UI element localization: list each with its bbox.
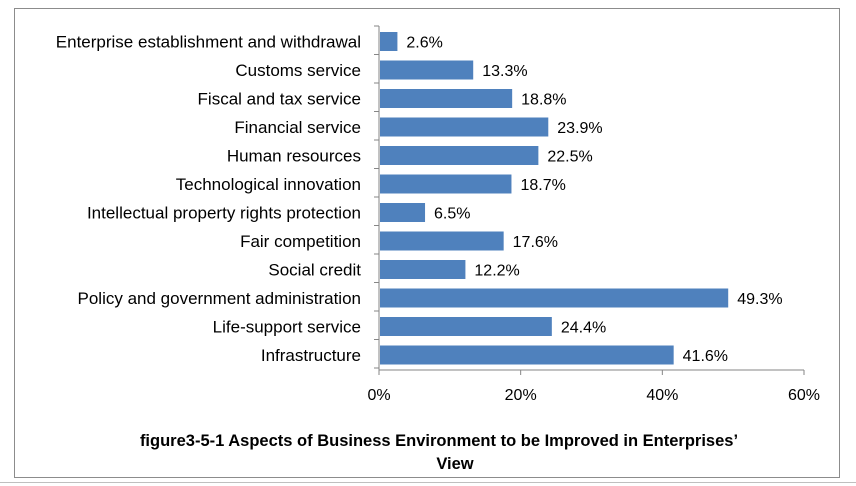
data-label: 2.6% bbox=[406, 35, 442, 52]
data-label: 41.6% bbox=[683, 348, 728, 365]
bar bbox=[380, 60, 474, 80]
category-label: Enterprise establishment and withdrawal bbox=[56, 33, 361, 52]
category-labels: Enterprise establishment and withdrawal C… bbox=[56, 33, 361, 366]
category-label: Infrastructure bbox=[261, 346, 361, 365]
bar bbox=[380, 117, 549, 137]
data-label: 22.5% bbox=[547, 149, 592, 166]
bar bbox=[380, 231, 504, 251]
data-label: 49.3% bbox=[737, 291, 782, 308]
data-label: 6.5% bbox=[434, 206, 470, 223]
bar bbox=[380, 89, 513, 108]
chart-axes bbox=[374, 25, 804, 371]
category-label: Financial service bbox=[234, 118, 361, 137]
value-labels: 2.6% 13.3% 18.8% 23.9% 22.5% 18.7% 6.5% 17.6% 12… bbox=[406, 35, 782, 366]
page-divider bbox=[0, 482, 856, 483]
bar bbox=[380, 32, 398, 51]
chart-frame bbox=[14, 8, 840, 478]
chart-caption-line-2: View bbox=[436, 455, 473, 473]
bar bbox=[380, 288, 729, 308]
category-label: Fair competition bbox=[240, 232, 361, 251]
data-label: 17.6% bbox=[513, 234, 558, 251]
category-label: Social credit bbox=[268, 261, 361, 280]
bar bbox=[380, 317, 552, 336]
bar bbox=[380, 146, 539, 165]
bar bbox=[380, 260, 466, 279]
data-label: 12.2% bbox=[474, 263, 519, 280]
category-label: Intellectual property rights protection bbox=[87, 204, 361, 223]
bar bbox=[380, 203, 426, 222]
data-label: 13.3% bbox=[482, 63, 527, 80]
x-tick-label: 20% bbox=[505, 387, 537, 404]
data-label: 23.9% bbox=[557, 120, 602, 137]
data-label: 18.8% bbox=[521, 92, 566, 109]
category-label: Fiscal and tax service bbox=[198, 90, 361, 109]
data-label: 18.7% bbox=[520, 177, 565, 194]
x-tick-label: 60% bbox=[788, 387, 820, 404]
bar bbox=[380, 345, 674, 365]
x-tick-label: 40% bbox=[646, 387, 678, 404]
x-axis-ticks: 0% 20% 40% 60% bbox=[367, 370, 820, 404]
category-label: Policy and government administration bbox=[78, 289, 361, 308]
chart-caption-line-1: figure3-5-1 Aspects of Business Environm… bbox=[140, 432, 738, 450]
category-label: Life-support service bbox=[213, 318, 361, 337]
x-tick-label: 0% bbox=[367, 387, 390, 404]
category-label: Human resources bbox=[227, 147, 361, 166]
category-label: Customs service bbox=[235, 61, 361, 80]
data-label: 24.4% bbox=[561, 320, 606, 337]
category-label: Technological innovation bbox=[176, 175, 361, 194]
bar bbox=[380, 174, 512, 194]
chart-bars bbox=[380, 32, 729, 365]
